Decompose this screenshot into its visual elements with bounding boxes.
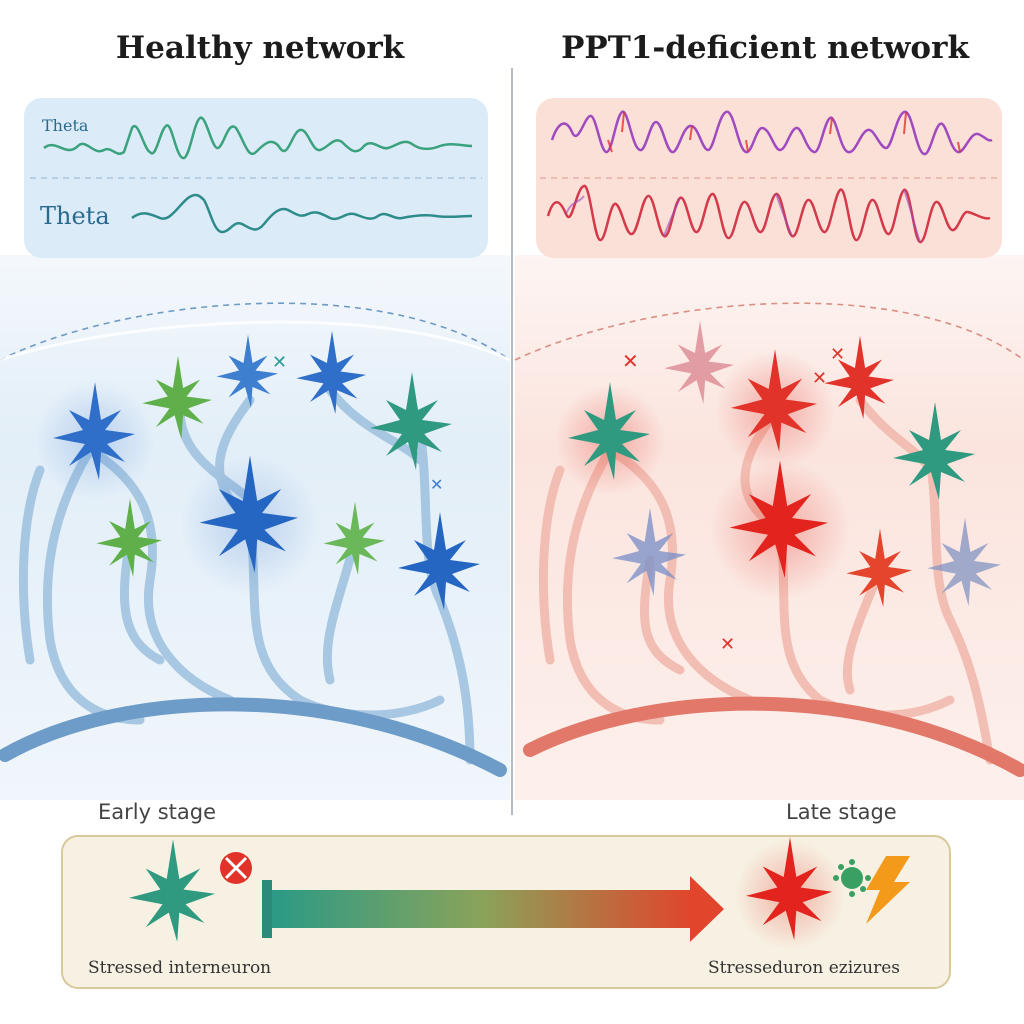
late-stage-label: Late stage [786,800,897,824]
timeline-arrow-head [690,876,724,942]
disease-neurons: ✕ ✕ ✕ ✕ [555,320,1001,655]
healthy-panel-title: Healthy network [115,30,405,66]
svg-text:✕: ✕ [622,349,639,373]
late-stage-caption: Stresseduron ezizures [708,958,900,978]
healthy-theta-wave-2 [131,193,473,234]
svg-text:✕: ✕ [272,352,287,373]
theta-label-1: Theta [42,116,89,135]
disease-panel-title: PPT1-deficient network [561,30,969,66]
timeline-arrow-body [272,890,692,928]
timeline-arrow-start-bar [262,880,272,938]
early-stage-label: Early stage [98,800,217,824]
disease-wave-box [536,98,1002,258]
svg-text:✕: ✕ [812,368,827,389]
healthy-theta-wave-1 [43,116,473,160]
disease-wave-1-red [607,111,961,153]
stressed-interneuron-caption: Stressed interneuron [88,958,272,978]
healthy-neurons: ✕ ✕ [35,330,480,610]
stressed-neuron-icon [735,837,845,950]
blocked-synapse-icon [220,852,252,884]
disease-wave-2-purple [565,189,921,243]
healthy-white-matter [0,697,507,777]
svg-text:✕: ✕ [720,634,735,655]
healthy-cortex-surface [0,320,511,362]
disease-white-matter [523,696,1024,777]
virus-icon [833,859,871,897]
svg-text:✕: ✕ [430,475,443,494]
lightning-bolt-icon [866,856,910,924]
svg-text:✕: ✕ [830,344,845,365]
theta-label-2: Theta [40,202,110,230]
